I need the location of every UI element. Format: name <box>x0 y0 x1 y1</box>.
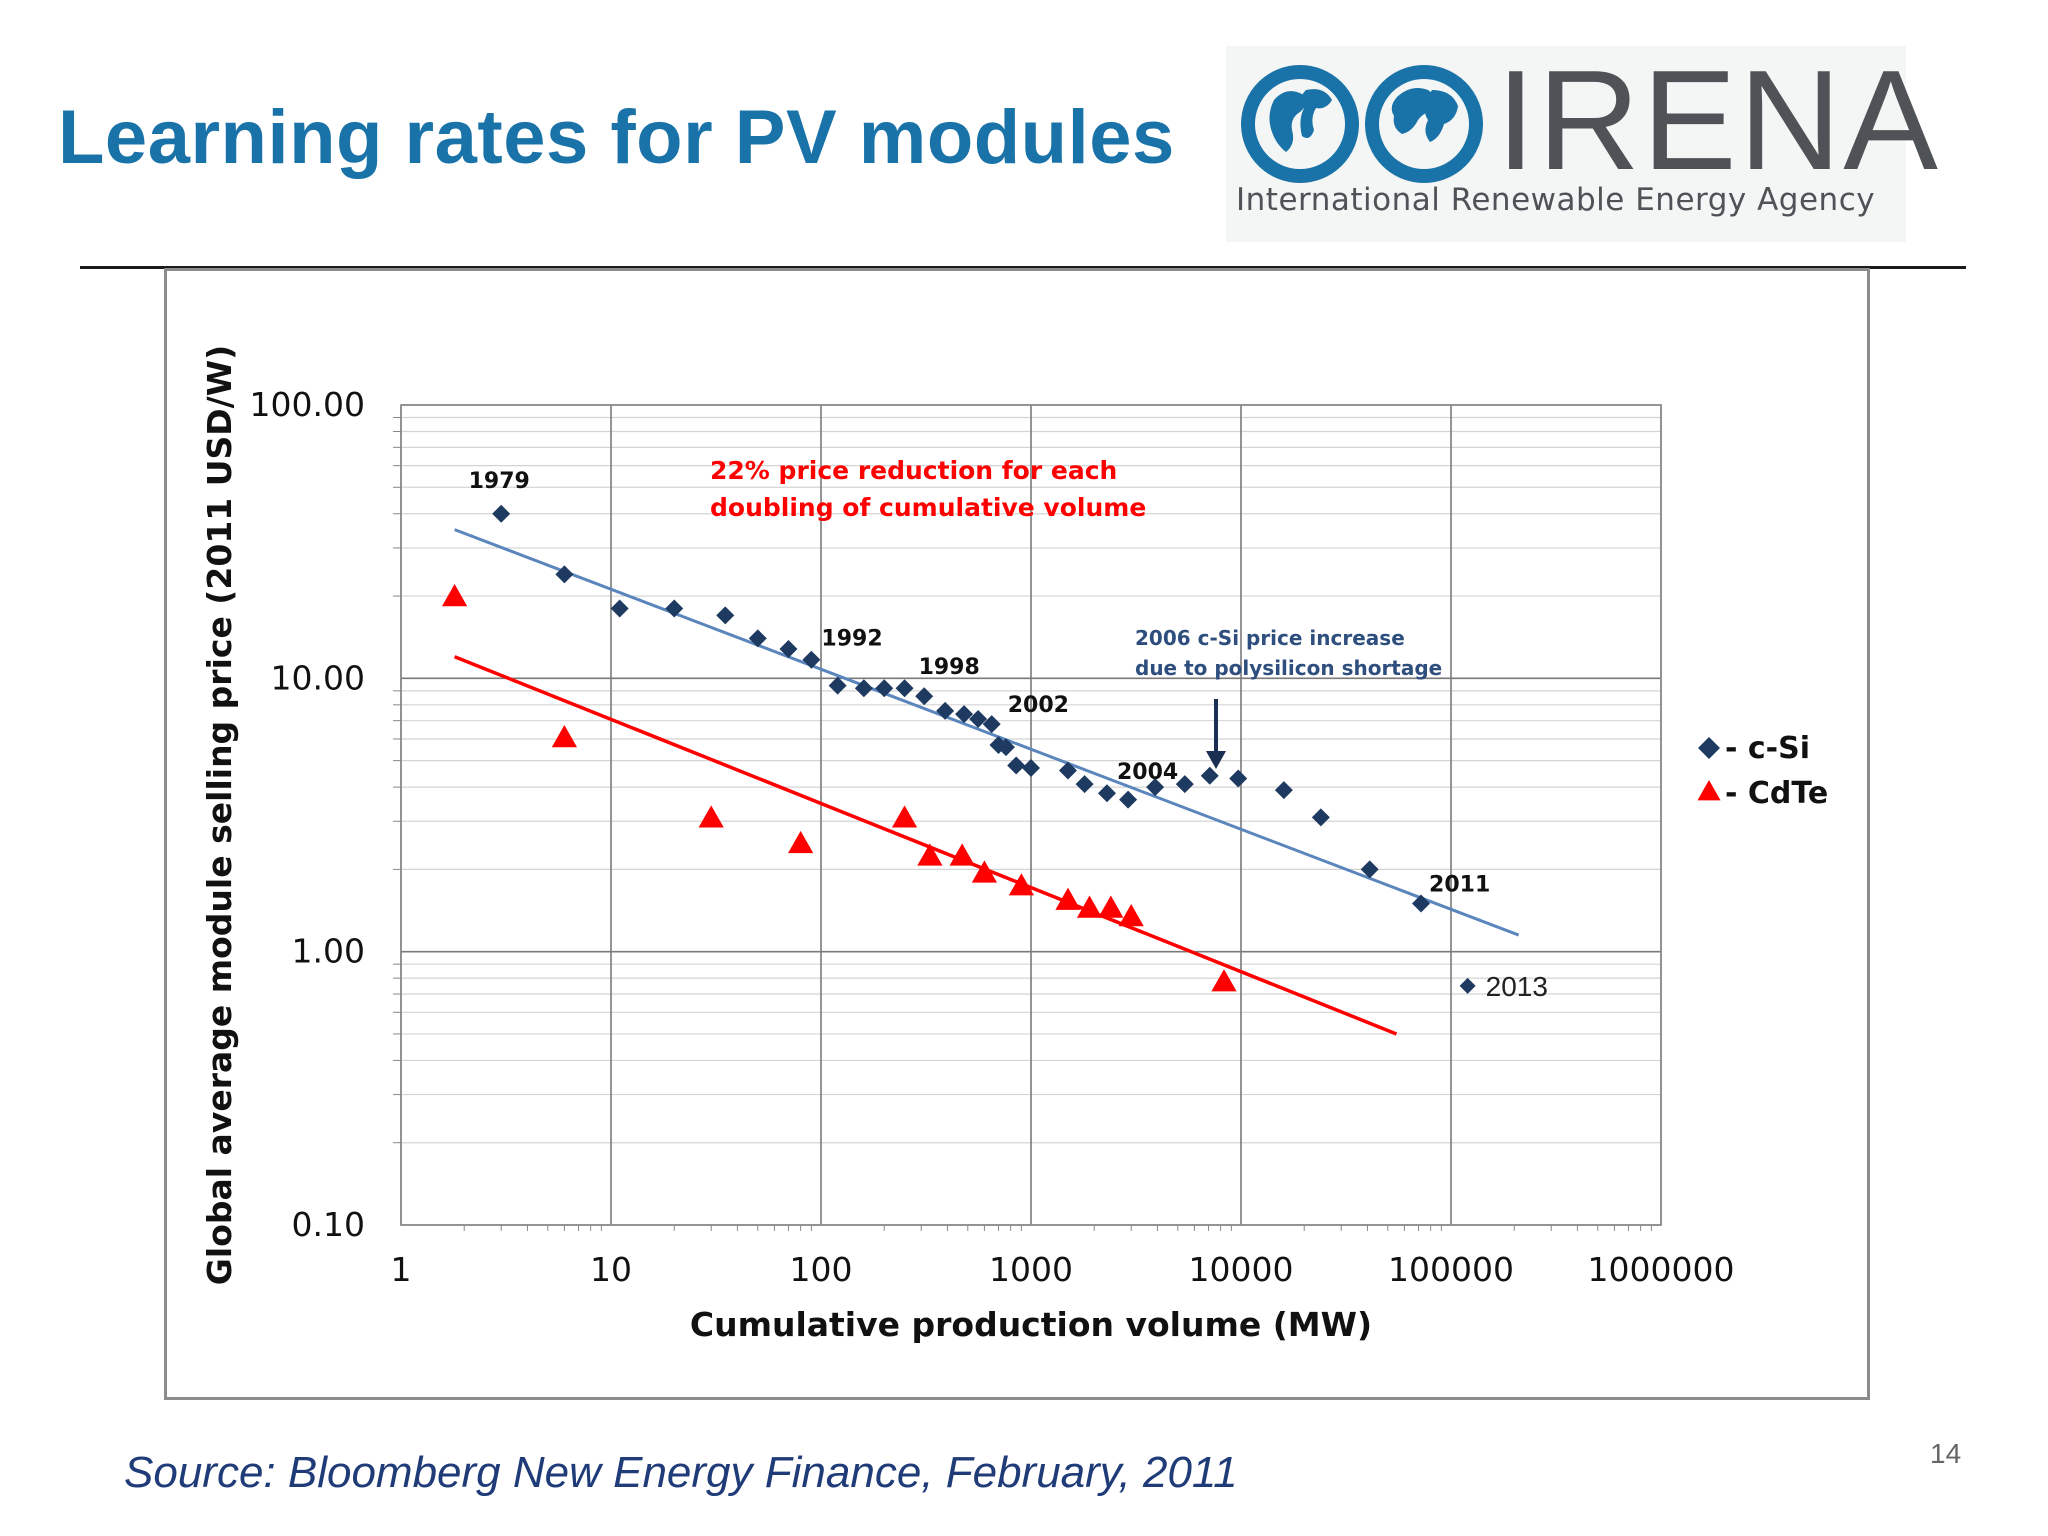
csi-point <box>610 599 629 618</box>
y-tick-label: 100.00 <box>250 385 365 424</box>
cdte-point <box>971 860 998 883</box>
grid-lines <box>393 404 1662 1231</box>
csi-point <box>1119 790 1138 809</box>
cdte-point <box>1211 969 1237 992</box>
csi-point <box>665 599 684 618</box>
irena-logo: IRENA International Renewable Energy Age… <box>1226 46 1938 242</box>
csi-point <box>989 736 1008 755</box>
shortage-annotation: 2006 c-Si price increase <box>1135 626 1405 650</box>
shortage-annotation: due to polysilicon shortage <box>1135 656 1442 680</box>
csi-point <box>1200 766 1219 785</box>
csi-point <box>779 640 798 659</box>
cdte-point <box>1055 887 1081 910</box>
cdte-point <box>442 584 468 607</box>
y-axis-title: Global average module selling price (201… <box>200 345 239 1285</box>
cdte-point <box>917 843 943 866</box>
csi-point <box>982 715 1001 734</box>
year-label: 1998 <box>919 655 980 680</box>
plot-area <box>400 404 1662 1226</box>
x-tick-label: 10 <box>590 1250 632 1289</box>
csi-point <box>969 709 988 728</box>
logo-wordmark: IRENA <box>1496 41 1940 200</box>
csi-point <box>1229 769 1248 788</box>
y-tick-label: 0.10 <box>292 1205 365 1244</box>
csi-point <box>1311 808 1330 827</box>
csi-point <box>1058 761 1077 780</box>
year-label: 2002 <box>1008 693 1069 718</box>
csi-point <box>875 679 894 698</box>
x-tick-label: 1000000 <box>1588 1250 1735 1289</box>
page-number: 14 <box>1930 1438 1962 1469</box>
cdte-point <box>1076 895 1103 918</box>
cdte-point <box>698 805 724 828</box>
cdte-point <box>551 725 578 748</box>
x-tick-label: 100 <box>790 1250 853 1289</box>
cdte-point <box>1008 873 1034 896</box>
title-divider <box>80 266 1966 269</box>
x-tick-label: 10000 <box>1189 1250 1294 1289</box>
csi-point <box>1075 775 1094 794</box>
csi-point <box>1146 778 1165 797</box>
cdte-point <box>1098 895 1124 918</box>
csi-point <box>716 606 735 625</box>
label-2013: 2013 <box>1486 971 1548 1002</box>
year-label: 1979 <box>469 469 530 494</box>
globe-infinity-icon <box>1241 65 1483 183</box>
slide-title: Learning rates for PV modules <box>58 95 1175 180</box>
csi-point <box>1412 894 1431 913</box>
x-tick-label: 100000 <box>1388 1250 1514 1289</box>
point-2013 <box>1459 977 1476 994</box>
csi-point <box>895 679 914 698</box>
year-label: 1992 <box>821 627 882 652</box>
csi-point <box>492 504 511 523</box>
x-axis-title: Cumulative production volume (MW) <box>690 1305 1372 1344</box>
csi-point <box>915 687 934 706</box>
source-citation: Source: Bloomberg New Energy Finance, Fe… <box>124 1448 1238 1497</box>
cdte-point <box>1118 904 1144 927</box>
year-label: 2011 <box>1429 873 1490 898</box>
csi-point <box>1274 781 1293 800</box>
x-tick-label: 1000 <box>989 1250 1073 1289</box>
chart-frame: 1 10 100 1000 10000 100000 1000000 0.10 1.00 10.0… <box>164 268 1870 1400</box>
cdte-point <box>788 830 814 854</box>
reduction-annotation: 22% price reduction for each <box>710 456 1117 485</box>
csi-point <box>1007 756 1026 775</box>
csi-point <box>828 676 847 695</box>
csi-point <box>802 650 821 669</box>
cdte-point <box>891 805 918 828</box>
csi-point <box>996 738 1015 757</box>
y-tick-label: 10.00 <box>271 658 365 697</box>
csi-trendline <box>454 528 1520 937</box>
legend-csi-label: - c-Si <box>1725 731 1810 766</box>
reduction-annotation: doubling of cumulative volume <box>710 493 1146 522</box>
legend-cdte-marker <box>1697 780 1721 801</box>
legend-cdte-label: - CdTe <box>1725 776 1828 811</box>
csi-point <box>1360 860 1379 879</box>
csi-point <box>1022 758 1040 777</box>
csi-point <box>1097 784 1116 803</box>
y-tick-label: 1.00 <box>292 932 365 971</box>
learning-rate-chart: 1 10 100 1000 10000 100000 1000000 0.10 1.00 10.0… <box>200 345 1828 1344</box>
csi-point <box>854 679 873 698</box>
logo-subtitle: International Renewable Energy Agency <box>1236 182 1876 218</box>
cdte-trendline <box>453 655 1398 1036</box>
csi-point <box>936 701 955 720</box>
csi-point <box>555 565 574 584</box>
legend-csi-marker <box>1698 737 1720 759</box>
csi-point <box>748 629 767 648</box>
csi-point <box>955 705 974 724</box>
shortage-arrowhead <box>1206 751 1226 769</box>
x-tick-label: 1 <box>391 1250 412 1289</box>
year-label: 2004 <box>1117 760 1178 785</box>
csi-point <box>1175 775 1194 794</box>
cdte-point <box>949 843 975 866</box>
